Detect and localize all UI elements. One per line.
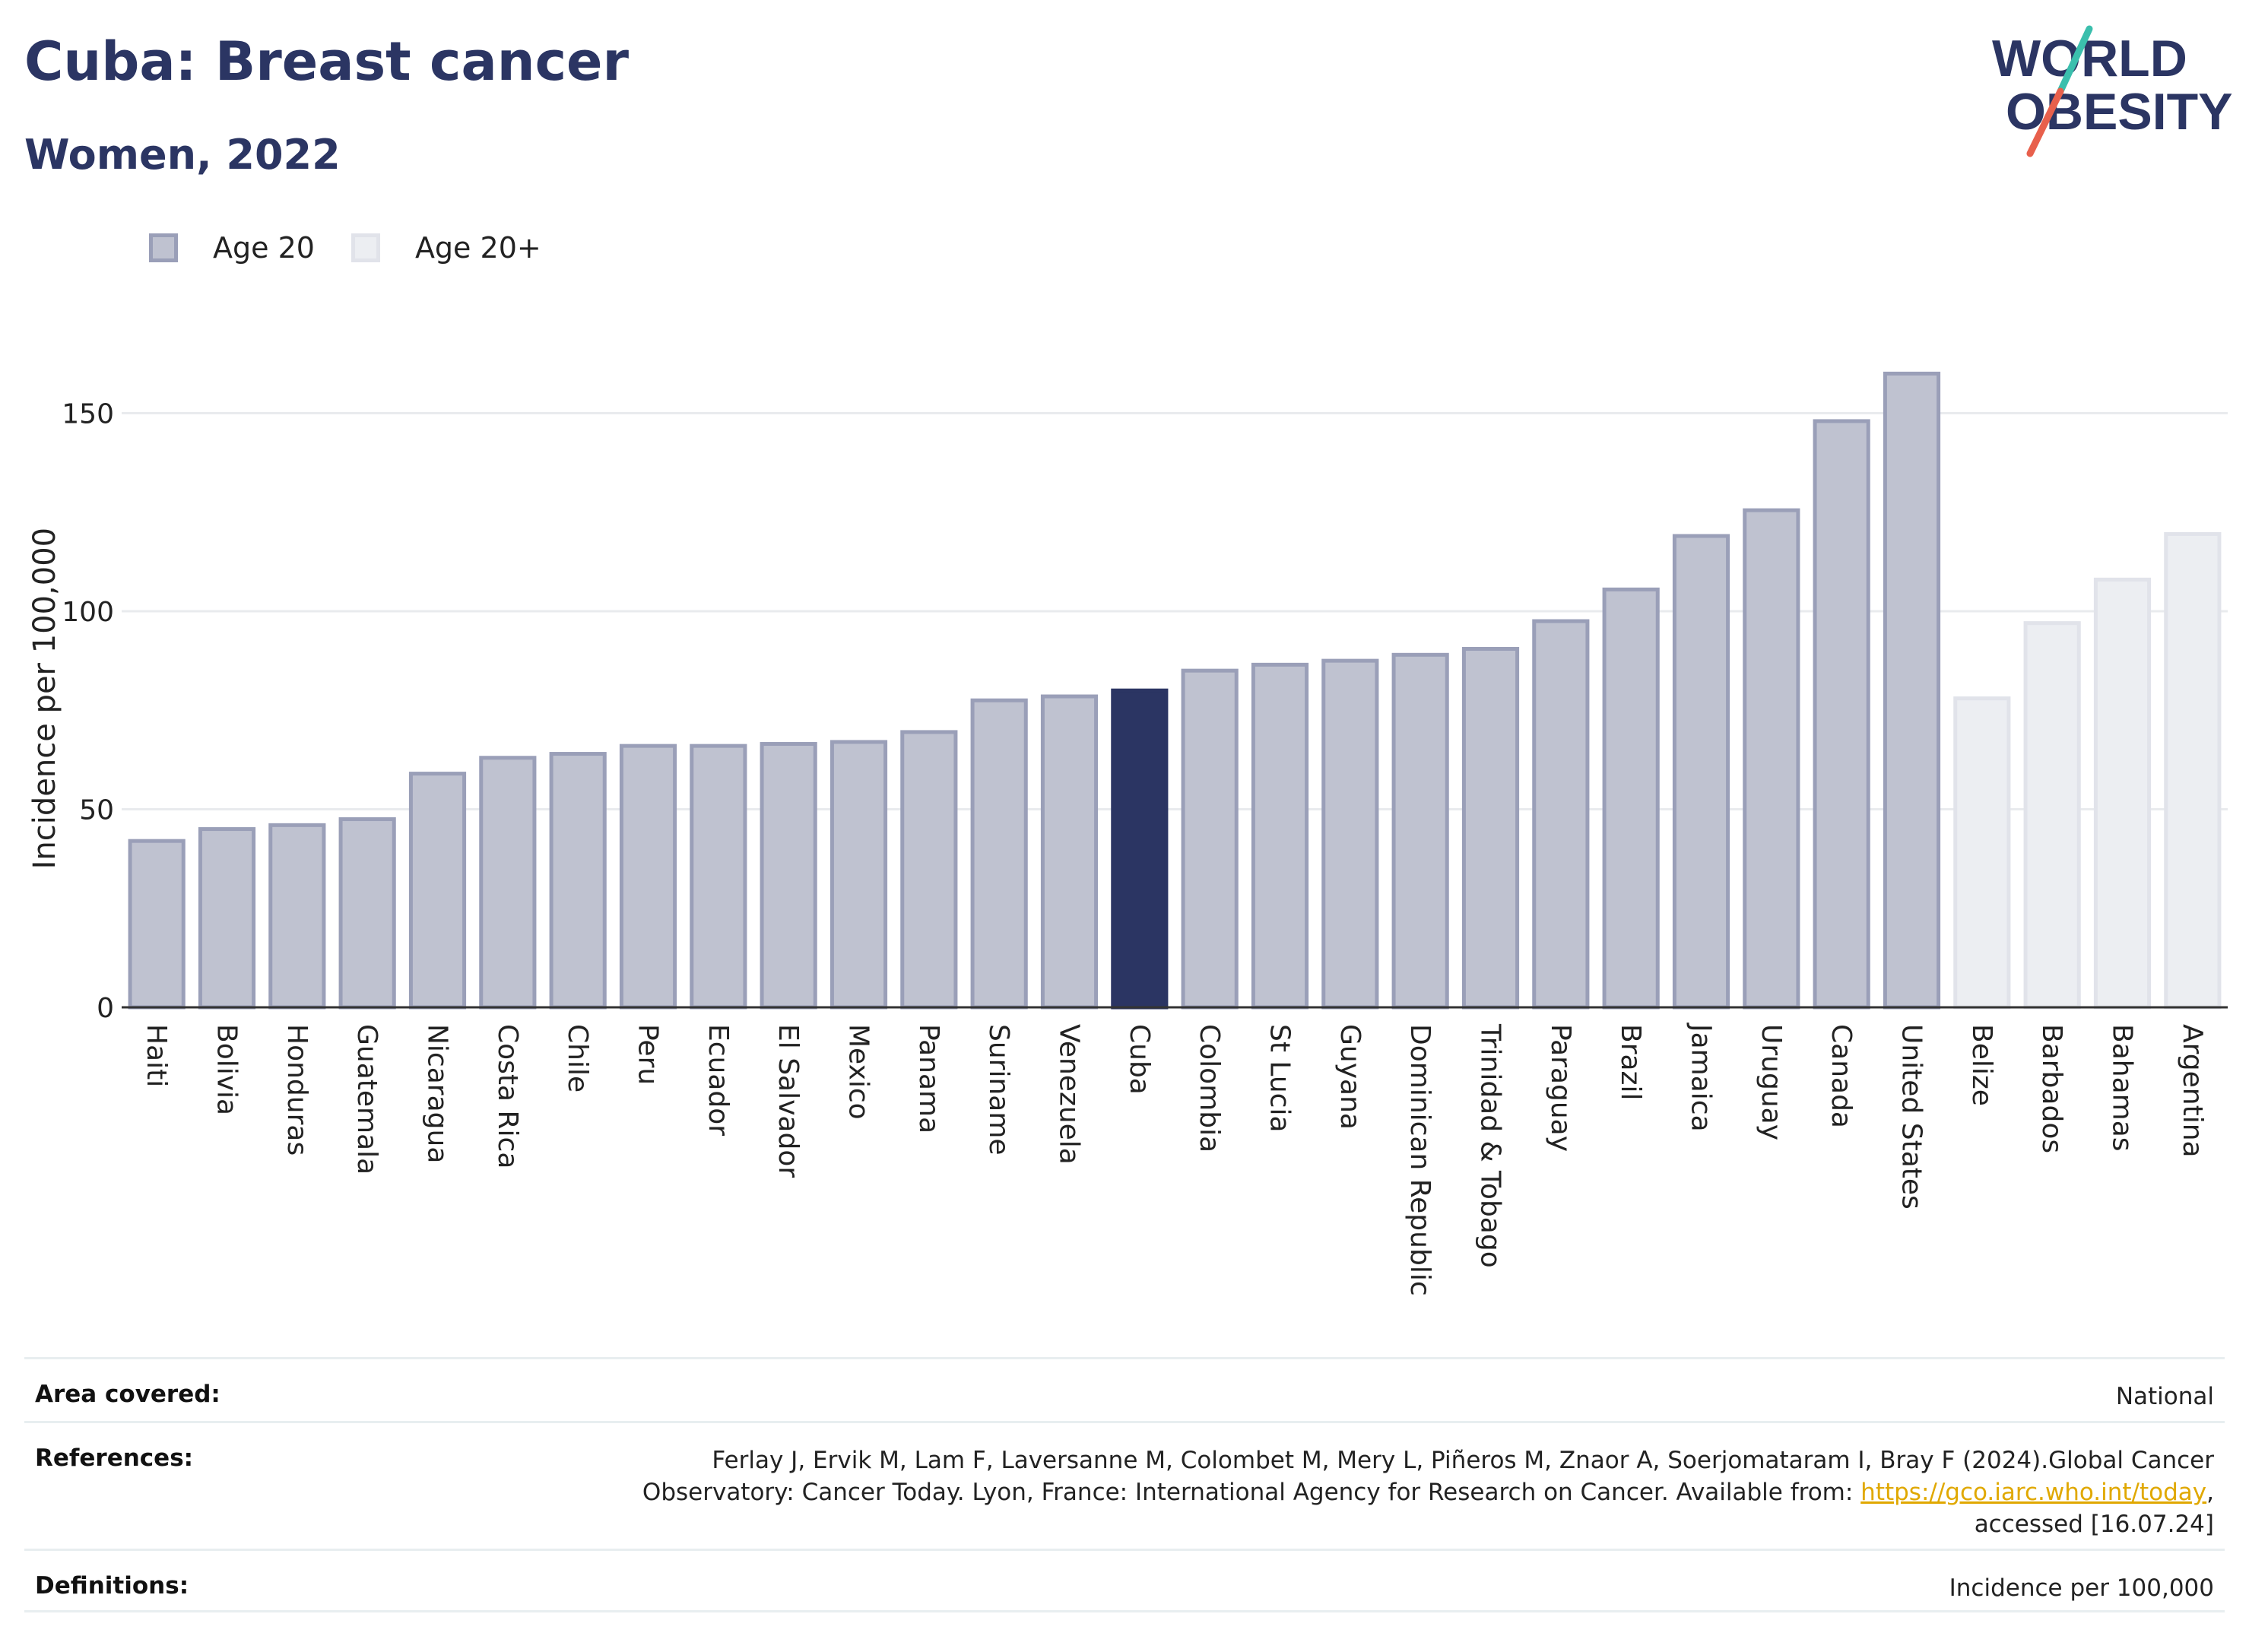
x-tick-label-honduras: Honduras: [281, 1024, 312, 1156]
bar-brazil: [1602, 587, 1660, 1010]
x-tick-label-cuba: Cuba: [1124, 1024, 1155, 1095]
x-tick-label-jamaica: Jamaica: [1686, 1023, 1717, 1132]
x-tick-label-barbados: Barbados: [2036, 1024, 2067, 1153]
x-tick-label-haiti: Haiti: [141, 1024, 172, 1087]
bar-cuba: [1111, 688, 1169, 1010]
chart-subtitle: Women, 2022: [24, 131, 341, 179]
bar-uruguay: [1743, 508, 1800, 1010]
x-tick-label-brazil: Brazil: [1615, 1024, 1646, 1100]
bar-belize: [1953, 696, 2011, 1010]
x-tick-label-nicaragua: Nicaragua: [422, 1024, 453, 1163]
x-tick-label-belize: Belize: [1966, 1024, 1997, 1106]
bar-united-states: [1883, 371, 1941, 1010]
definitions-value: Incidence per 100,000: [1949, 1574, 2214, 1602]
world-obesity-logo: WORLD OBESITY: [1992, 25, 2233, 157]
x-tick-label-paraguay: Paraguay: [1545, 1024, 1576, 1152]
bar-peru: [619, 744, 677, 1010]
x-tick-label-dominican-republic: Dominican Republic: [1404, 1024, 1435, 1296]
info-row-area: Area covered: National: [24, 1357, 2225, 1421]
legend-label-age-20-plus: Age 20+: [414, 231, 541, 265]
references-text: Ferlay J, Ervik M, Lam F, Laversanne M, …: [642, 1447, 2214, 1506]
x-tick-label-chile: Chile: [562, 1024, 593, 1092]
bar-argentina: [2164, 531, 2222, 1010]
x-tick-label-uruguay: Uruguay: [1756, 1024, 1787, 1140]
references-tail: , accessed [16.07.24]: [1974, 1479, 2214, 1538]
x-tick-label-united-states: United States: [1896, 1024, 1927, 1210]
bar-nicaragua: [408, 772, 467, 1010]
x-tick-label-ecuador: Ecuador: [703, 1024, 734, 1136]
bar-canada: [1813, 419, 1870, 1010]
bar-jamaica: [1672, 534, 1730, 1010]
legend-label-age-20: Age 20: [213, 231, 315, 265]
bar-ecuador: [690, 744, 747, 1010]
info-row-definitions: Definitions: Incidence per 100,000: [24, 1549, 2225, 1612]
area-covered-label: Area covered:: [35, 1381, 220, 1408]
bar-guatemala: [338, 817, 396, 1010]
bar-bahamas: [2093, 577, 2152, 1010]
bar-haiti: [128, 839, 186, 1010]
references-label: References:: [35, 1444, 194, 1472]
x-tick-label-bahamas: Bahamas: [2107, 1024, 2138, 1152]
bar-costa-rica: [479, 756, 537, 1010]
bar-panama: [900, 730, 958, 1010]
x-tick-label-st-lucia: St Lucia: [1264, 1024, 1296, 1133]
legend-swatch-age-20: [149, 233, 178, 262]
x-tick-label-colombia: Colombia: [1194, 1024, 1225, 1153]
legend-item-age-20[interactable]: Age 20: [149, 231, 315, 265]
bar-suriname: [970, 698, 1028, 1010]
y-tick-label: 100: [62, 597, 114, 628]
x-tick-label-argentina: Argentina: [2177, 1024, 2208, 1158]
bar-honduras: [268, 823, 326, 1010]
x-tick-label-costa-rica: Costa Rica: [492, 1024, 523, 1168]
info-table: Area covered: National References: Ferla…: [24, 1357, 2225, 1612]
x-tick-label-venezuela: Venezuela: [1054, 1024, 1085, 1165]
legend-swatch-age-20-plus: [351, 233, 380, 262]
bar-dominican-republic: [1391, 652, 1449, 1010]
x-tick-label-canada: Canada: [1826, 1024, 1857, 1128]
y-tick-label: 0: [97, 993, 114, 1024]
area-covered-value: National: [2115, 1383, 2214, 1410]
bar-mexico: [829, 740, 888, 1010]
x-tick-label-peru: Peru: [633, 1024, 664, 1085]
chart-legend: Age 20 Age 20+: [149, 225, 578, 271]
logo-slash-coral: [2026, 87, 2064, 157]
info-row-references: References: Ferlay J, Ervik M, Lam F, La…: [24, 1421, 2225, 1549]
logo-slash-teal: [2057, 25, 2093, 95]
references-value: Ferlay J, Ervik M, Lam F, Laversanne M, …: [579, 1444, 2225, 1540]
bar-barbados: [2023, 621, 2081, 1010]
x-tick-label-mexico: Mexico: [843, 1024, 874, 1120]
y-tick-label: 150: [62, 399, 114, 430]
x-tick-label-bolivia: Bolivia: [211, 1024, 243, 1115]
bar-bolivia: [198, 827, 256, 1010]
bar-chart: 0 50 100 150 Incidence per 100,000 Haiti Boliv…: [27, 371, 2228, 1296]
definitions-label: Definitions:: [35, 1572, 189, 1600]
x-tick-label-suriname: Suriname: [983, 1024, 1014, 1156]
bar-colombia: [1181, 668, 1239, 1010]
x-tick-label-guatemala: Guatemala: [351, 1024, 382, 1175]
y-tick-label: 50: [79, 795, 114, 826]
references-link[interactable]: https://gco.iarc.who.int/today: [1860, 1479, 2207, 1506]
x-tick-label-el-salvador: El Salvador: [772, 1024, 804, 1178]
logo-line1: WORLD: [1992, 30, 2187, 87]
bar-paraguay: [1532, 619, 1590, 1010]
bar-chile: [549, 752, 607, 1010]
x-tick-label-trinidad-tobago: Trinidad & Tobago: [1475, 1023, 1506, 1268]
bar-el-salvador: [760, 742, 817, 1010]
bar-trinidad-tobago: [1461, 646, 1520, 1010]
legend-item-age-20-plus[interactable]: Age 20+: [351, 231, 541, 265]
bar-st-lucia: [1251, 662, 1309, 1010]
y-axis-label: Incidence per 100,000: [27, 528, 62, 870]
chart-title: Cuba: Breast cancer: [24, 30, 630, 93]
bar-venezuela: [1040, 694, 1099, 1010]
x-tick-label-guyana: Guyana: [1334, 1024, 1366, 1130]
bar-guyana: [1321, 658, 1379, 1010]
x-tick-label-panama: Panama: [913, 1024, 944, 1134]
